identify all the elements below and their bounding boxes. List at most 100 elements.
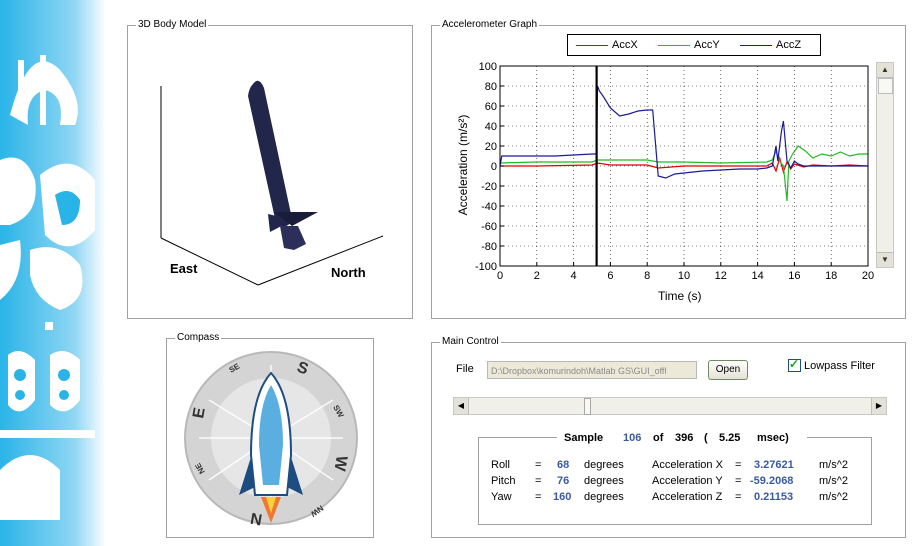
acc-x-unit: m/s^2 bbox=[819, 459, 848, 471]
accelerometer-graph-title: Accelerometer Graph bbox=[440, 19, 540, 31]
x-axis-label: Time (s) bbox=[658, 289, 702, 303]
roll-unit: degrees bbox=[584, 459, 624, 471]
scroll-up-button[interactable]: ▲ bbox=[877, 63, 893, 78]
plot-frame bbox=[499, 65, 869, 267]
graph-vertical-scrollbar[interactable]: ▲ ▼ bbox=[876, 62, 894, 268]
y-tick-label: 40 bbox=[485, 121, 497, 133]
main-control-title: Main Control bbox=[440, 336, 501, 348]
north-axis-label: North bbox=[331, 265, 366, 280]
open-button[interactable]: Open bbox=[708, 360, 748, 380]
legend-entry-accx: AccX bbox=[576, 38, 638, 52]
pitch-value: 76 bbox=[557, 475, 570, 487]
y-tick-label: -40 bbox=[481, 201, 497, 213]
legend-swatch bbox=[740, 44, 772, 46]
checkmark-icon: ✓ bbox=[789, 357, 800, 371]
pitch-label: Pitch bbox=[491, 475, 516, 487]
chart-legend: AccX AccY AccZ bbox=[567, 34, 821, 56]
compass-rocket-icon bbox=[239, 371, 303, 523]
pitch-equals: = bbox=[535, 475, 542, 487]
file-label: File bbox=[456, 363, 474, 375]
sample-time-unit: msec) bbox=[757, 432, 789, 444]
legend-swatch bbox=[576, 44, 608, 46]
body-model-panel: 3D Body Model East North bbox=[127, 19, 413, 319]
acc-z-equals: = bbox=[735, 491, 742, 503]
lowpass-filter-label: Lowpass Filter bbox=[804, 360, 875, 372]
roll-equals: = bbox=[535, 459, 542, 471]
y-tick-label: -100 bbox=[475, 261, 497, 273]
yaw-unit: degrees bbox=[584, 491, 624, 503]
legend-label: AccZ bbox=[776, 39, 802, 51]
y-tick-label: -80 bbox=[481, 241, 497, 253]
sample-open-paren: ( bbox=[704, 432, 708, 444]
compass-w-label: W bbox=[330, 454, 350, 473]
accelerometer-chart: 0 2 4 6 8 10 12 14 16 18 20 100 80 60 40 20 0 -20 -40 -60 -8… bbox=[475, 61, 874, 282]
acc-y-label: Acceleration Y bbox=[652, 475, 723, 487]
rocket-model bbox=[248, 80, 318, 250]
y-axis-label: Acceleration (m/s²) bbox=[456, 114, 470, 216]
y-tick-label: 60 bbox=[485, 101, 497, 113]
sample-of-label: of bbox=[653, 432, 664, 444]
legend-swatch bbox=[658, 44, 690, 46]
y-tick-label: 80 bbox=[485, 81, 497, 93]
yaw-equals: = bbox=[535, 491, 542, 503]
scroll-down-button[interactable]: ▼ bbox=[877, 252, 893, 267]
chart-series bbox=[499, 85, 869, 202]
scroll-thumb[interactable] bbox=[878, 78, 893, 94]
acc-x-label: Acceleration X bbox=[652, 459, 723, 471]
x-tick-label: 20 bbox=[862, 270, 874, 282]
roll-label: Roll bbox=[491, 459, 510, 471]
chart-axes: 0 2 4 6 8 10 12 14 16 18 20 100 80 60 40 20 0 -20 -40 -60 -8… bbox=[475, 61, 874, 282]
pitch-unit: degrees bbox=[584, 475, 624, 487]
x-tick-label: 8 bbox=[644, 270, 650, 282]
x-tick-label: 12 bbox=[715, 270, 727, 282]
legend-entry-accz: AccZ bbox=[740, 38, 801, 52]
x-tick-label: 4 bbox=[571, 270, 577, 282]
lowpass-filter-checkbox[interactable]: ✓ bbox=[788, 357, 801, 372]
east-axis-label: East bbox=[170, 261, 198, 276]
legend-label: AccX bbox=[612, 39, 638, 51]
x-tick-label: 10 bbox=[678, 270, 690, 282]
file-path-field[interactable]: D:\Dropbox\komurindoh\Matlab GS\GUI_offl bbox=[487, 361, 697, 379]
sample-total-value: 396 bbox=[675, 432, 694, 444]
yaw-value: 160 bbox=[553, 491, 572, 503]
sample-label: Sample bbox=[564, 432, 604, 444]
compass-dial: S SW W NW N NE E SE bbox=[184, 351, 358, 528]
sample-time-value: 5.25 bbox=[719, 432, 741, 444]
x-tick-label: 14 bbox=[751, 270, 763, 282]
acc-x-value: 3.27621 bbox=[754, 459, 794, 471]
slider-track bbox=[469, 398, 871, 415]
slider-left-button[interactable]: ◀ bbox=[454, 398, 469, 414]
series-line-accy bbox=[499, 145, 868, 202]
compass-title: Compass bbox=[175, 332, 222, 344]
x-tick-label: 16 bbox=[788, 270, 800, 282]
y-tick-label: 20 bbox=[485, 141, 497, 153]
x-tick-label: 6 bbox=[607, 270, 613, 282]
x-tick-label: 2 bbox=[534, 270, 540, 282]
compass-e-label: E bbox=[190, 406, 209, 420]
y-tick-label: -60 bbox=[481, 221, 497, 233]
body-model-title: 3D Body Model bbox=[136, 19, 209, 31]
acc-y-unit: m/s^2 bbox=[819, 475, 848, 487]
slider-right-button[interactable]: ▶ bbox=[871, 398, 886, 414]
acc-x-equals: = bbox=[735, 459, 742, 471]
slider-thumb[interactable] bbox=[584, 398, 591, 415]
telemetry-readout-box: Sample 106 of 396 ( 5.25 msec) Roll = 68… bbox=[478, 430, 872, 525]
acc-z-label: Acceleration Z bbox=[652, 491, 723, 503]
sample-header: Sample 106 of 396 ( 5.25 msec) bbox=[557, 430, 807, 446]
y-tick-label: 100 bbox=[479, 61, 497, 73]
compass-n-label: N bbox=[249, 509, 263, 528]
main-control-panel: Main Control File D:\Dropbox\komurindoh\… bbox=[431, 336, 906, 538]
x-tick-label: 18 bbox=[825, 270, 837, 282]
decorative-sidebar-art bbox=[0, 0, 106, 546]
acc-y-value: -59.2068 bbox=[750, 475, 794, 487]
x-tick-label: 0 bbox=[497, 270, 503, 282]
y-tick-label: 0 bbox=[491, 161, 497, 173]
legend-entry-accy: AccY bbox=[658, 38, 720, 52]
series-line-accz bbox=[499, 85, 868, 179]
body-model-view bbox=[160, 80, 384, 286]
accelerometer-graph-panel: Accelerometer Graph 0 2 4 6 8 10 12 14 16 18 20 100… bbox=[431, 19, 906, 319]
sample-slider[interactable]: ◀ ▶ bbox=[453, 397, 887, 415]
compass-panel: Compass S SW W NW N NE E SE bbox=[166, 332, 374, 538]
sample-index-value: 106 bbox=[623, 432, 642, 444]
roll-value: 68 bbox=[557, 459, 570, 471]
